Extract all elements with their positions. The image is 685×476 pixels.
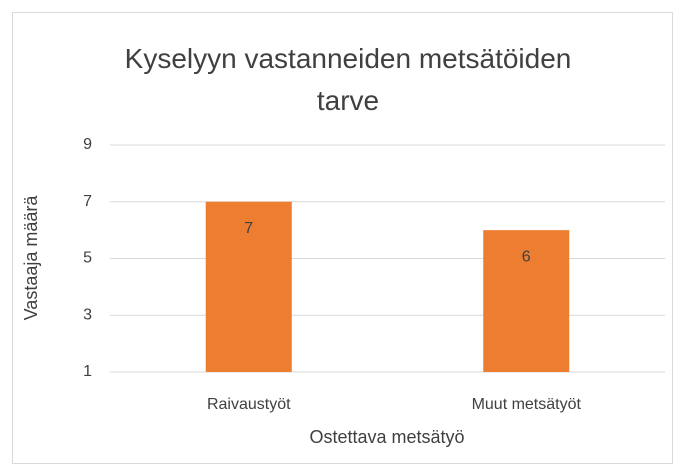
y-tick-label: 7 [83, 193, 92, 210]
x-tick-label: Raivaustyöt [207, 396, 291, 413]
bar [205, 201, 292, 372]
data-label: 6 [522, 248, 531, 265]
y-axis-label: Vastaaja määrä [21, 195, 41, 321]
data-label: 7 [244, 220, 253, 237]
bar [483, 230, 570, 372]
chart-title: Kyselyyn vastanneiden metsätöiden tarve [124, 43, 572, 116]
y-tick-label: 9 [83, 136, 92, 153]
y-tick-label: 3 [83, 306, 92, 323]
y-tick-label: 5 [83, 250, 92, 267]
x-tick-label: Muut metsätyöt [472, 396, 582, 413]
x-axis-label: Ostettava metsätyö [309, 427, 464, 447]
y-tick-label: 1 [83, 363, 92, 380]
